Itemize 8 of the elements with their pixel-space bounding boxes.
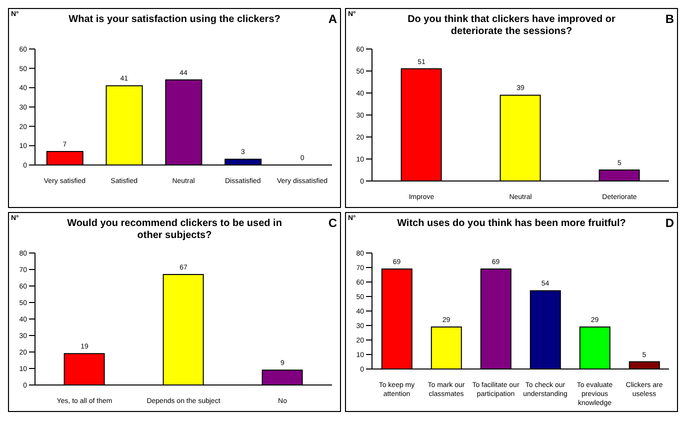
chart-title: What is your satisfaction using the clickers? (68, 14, 280, 25)
text: A (328, 12, 337, 26)
text: B (665, 12, 674, 26)
chart-title: Witch uses do you think has been more fruitful? (397, 218, 626, 229)
chart-title: Do you think that clickers have improved or deteriorate the sessions? (408, 14, 616, 37)
text: C (328, 216, 337, 230)
chart-title: Would you recommend clickers to be used in other subjects? (67, 218, 282, 241)
text: D (665, 216, 674, 230)
